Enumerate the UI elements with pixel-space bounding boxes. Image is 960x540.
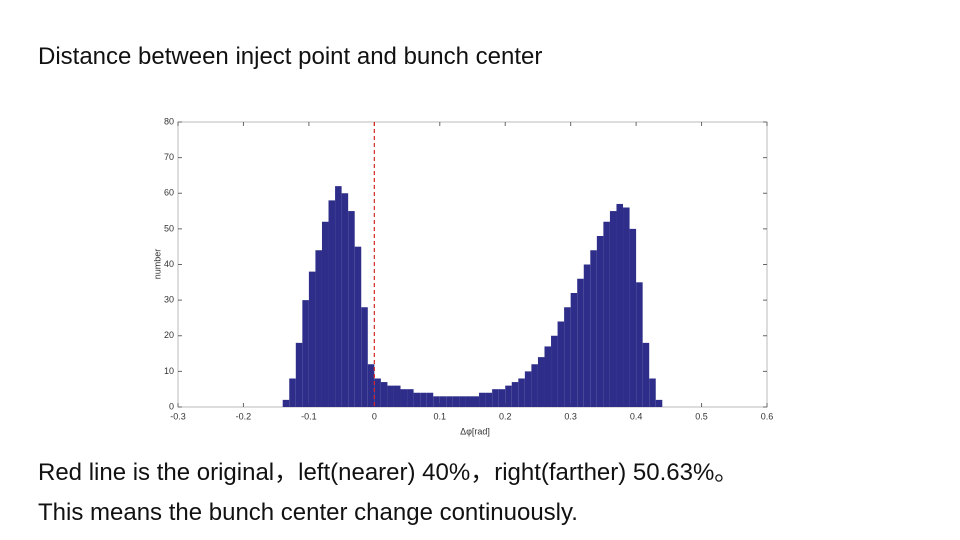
bar: [393, 385, 401, 407]
bar: [544, 346, 552, 407]
bar: [295, 342, 303, 407]
bar: [649, 378, 656, 407]
bar: [459, 396, 466, 407]
bar: [609, 211, 617, 407]
bar: [374, 378, 381, 407]
bar: [655, 399, 663, 407]
bar: [642, 342, 650, 407]
bar: [479, 392, 486, 407]
bar: [570, 293, 578, 407]
x-tick-label: -0.3: [170, 411, 186, 421]
y-tick-label: 0: [169, 401, 174, 411]
bar: [335, 186, 342, 407]
bar: [380, 382, 388, 407]
bar: [321, 221, 329, 407]
x-tick-label: 0.4: [630, 411, 643, 421]
x-tick-label: 0: [372, 411, 377, 421]
x-tick-label: -0.1: [301, 411, 317, 421]
bar: [452, 396, 460, 407]
bar: [623, 207, 630, 407]
bar: [446, 396, 453, 407]
bar: [603, 221, 610, 407]
bar: [596, 236, 604, 407]
bar: [505, 385, 512, 407]
bar: [354, 246, 362, 407]
x-tick-label: 0.5: [695, 411, 708, 421]
bar: [551, 335, 558, 407]
y-tick-label: 20: [164, 330, 174, 340]
bar: [564, 307, 571, 407]
bar: [629, 228, 637, 407]
bar: [439, 396, 447, 407]
bar: [407, 389, 414, 407]
x-tick-label: 0.2: [499, 411, 512, 421]
bar: [537, 357, 545, 407]
bar: [282, 399, 290, 407]
x-tick-label: 0.3: [564, 411, 577, 421]
y-tick-label: 40: [164, 259, 174, 269]
bar: [531, 364, 538, 407]
bar: [616, 203, 624, 407]
bar: [341, 193, 349, 407]
bar: [524, 371, 532, 407]
y-tick-label: 80: [164, 116, 174, 126]
bar: [492, 389, 499, 407]
bar: [577, 278, 584, 407]
slide-title: Distance between inject point and bunch …: [38, 43, 542, 70]
bar: [328, 200, 336, 407]
note: Red line is the original，left(nearer) 40…: [38, 459, 738, 486]
bar: [289, 378, 296, 407]
bar: [315, 250, 322, 407]
plot-area: [177, 121, 768, 408]
bar: [636, 282, 643, 407]
note: This means the bunch center change conti…: [38, 499, 578, 526]
bar: [413, 392, 421, 407]
bar: [498, 389, 506, 407]
x-axis-label: Δφ[rad]: [460, 426, 490, 436]
bar: [302, 300, 309, 407]
bar: [308, 271, 316, 407]
bar: [590, 250, 597, 407]
x-tick-label: 0.6: [761, 411, 774, 421]
bar: [361, 307, 368, 407]
bar: [367, 364, 375, 407]
bar: [557, 321, 565, 407]
x-tick-label: -0.2: [236, 411, 252, 421]
y-tick-label: 10: [164, 366, 174, 376]
bar: [387, 385, 394, 407]
bar: [472, 396, 480, 407]
bar: [433, 396, 440, 407]
bar: [511, 382, 519, 407]
y-tick-label: 50: [164, 223, 174, 233]
bar: [465, 396, 473, 407]
bar: [583, 264, 591, 407]
y-tick-label: 60: [164, 188, 174, 198]
y-tick-label: 70: [164, 152, 174, 162]
bar: [426, 392, 434, 407]
bar: [420, 392, 427, 407]
bar: [348, 211, 355, 407]
bar: [400, 389, 408, 407]
y-axis-label: number: [152, 249, 162, 280]
x-tick-label: 0.1: [434, 411, 447, 421]
bar: [518, 378, 525, 407]
y-tick-label: 30: [164, 295, 174, 305]
bar: [485, 392, 493, 407]
